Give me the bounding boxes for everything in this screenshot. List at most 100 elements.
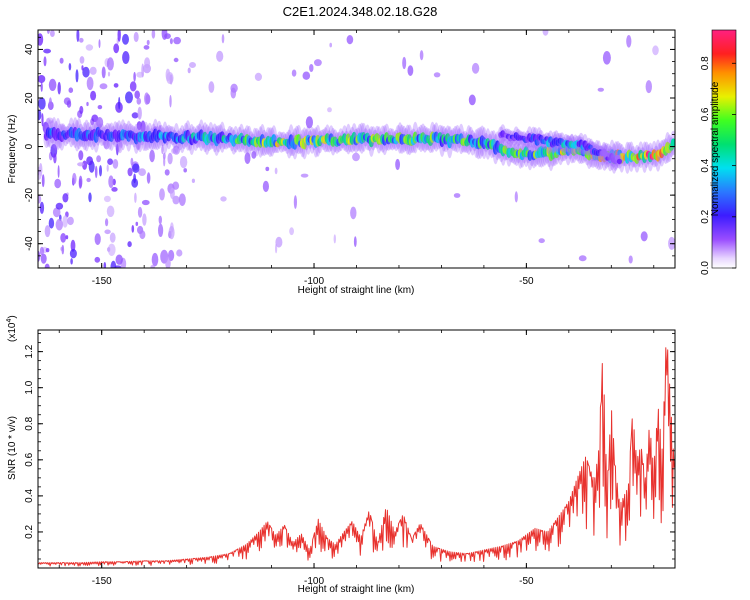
heatmap-noise-blob	[208, 81, 215, 93]
heatmap-noise-blob	[82, 66, 90, 78]
heatmap-noise-blob	[110, 260, 117, 268]
heatmap-noise-blob	[107, 71, 111, 77]
heatmap-noise-blob	[289, 227, 294, 236]
heatmap-noise-blob	[61, 244, 65, 255]
x-tick-label: -50	[519, 276, 534, 287]
x-tick-label: -50	[519, 576, 534, 587]
heatmap-noise-blob	[210, 141, 214, 146]
heatmap-noise-blob	[138, 168, 147, 177]
colorbar-label: Normalized spectral amplitude	[710, 81, 721, 216]
heatmap-noise-blob	[146, 172, 151, 184]
snr-y-ticks: 0.2 0.4 0.6 0.8 1.0 1.2	[24, 333, 675, 569]
heatmap-noise-blob	[103, 195, 111, 203]
heatmap-noise-blob	[137, 206, 143, 218]
heatmap-noise-blob	[230, 83, 238, 93]
heatmap-noise-blob	[86, 101, 89, 107]
heatmap-noise-blob	[113, 43, 120, 54]
heatmap-x-ticks: -150 -100 -50	[58, 30, 655, 287]
heatmap-noise-blob	[130, 157, 134, 166]
heatmap-ridge	[188, 124, 195, 155]
heatmap-noise-blob	[60, 233, 67, 243]
heatmap-noise-blob	[300, 173, 309, 178]
y-tick-label: 0.4	[24, 488, 35, 502]
heatmap-ridge	[670, 130, 675, 156]
heatmap-noise-blob	[46, 30, 50, 34]
heatmap-noise-blob	[419, 50, 424, 61]
heatmap-noise-blob	[86, 177, 91, 183]
y-tick-label: 1.0	[24, 380, 35, 394]
heatmap-noise-blob	[146, 39, 150, 46]
heatmap-noise-blob	[99, 83, 108, 90]
heatmap-noise-blob	[57, 81, 61, 95]
snr-x-ticks: -150 -100 -50	[58, 330, 655, 587]
heatmap-noise-blob	[329, 42, 333, 48]
heatmap-noise-blob	[133, 31, 139, 43]
heatmap-noise-blob	[70, 239, 76, 252]
heatmap-noise-blob	[151, 30, 156, 39]
heatmap-noise-blob	[115, 254, 123, 265]
heatmap-noise-blob	[65, 235, 69, 240]
heatmap-noise-blob	[57, 165, 60, 178]
heatmap-noise-blob	[158, 223, 164, 237]
heatmap-noise-blob	[86, 76, 94, 91]
heatmap-noise-blob	[179, 156, 188, 169]
heatmap-noise-blob	[38, 194, 42, 204]
y-tick-label: 1.2	[24, 344, 35, 358]
heatmap-noise-blob	[40, 253, 47, 264]
heatmap-noise-blob	[254, 72, 262, 81]
heatmap-noise-blob	[640, 231, 648, 242]
heatmap-noise-blob	[44, 263, 50, 268]
heatmap-noise-blob	[172, 145, 180, 155]
heatmap-noise-blob	[114, 265, 122, 268]
heatmap-noise-blob	[72, 172, 77, 185]
heatmap-noise-blob	[178, 193, 186, 206]
heatmap-noise-blob	[305, 116, 313, 129]
heatmap-noise-blob	[395, 158, 400, 171]
heatmap-noise-blob	[76, 30, 80, 42]
heatmap-noise-blob	[309, 64, 314, 72]
heatmap-noise-blob	[52, 207, 61, 218]
heatmap-noise-blob	[78, 150, 84, 161]
snr-y-axis-label: SNR (10 * v/v)	[7, 416, 18, 480]
heatmap-noise-blob	[333, 234, 336, 244]
heatmap-noise-blob	[44, 225, 51, 238]
heatmap-noise-blob	[69, 248, 77, 259]
heatmap-noise-blob	[471, 62, 480, 74]
heatmap-noise-blob	[626, 35, 632, 48]
y-tick-label: 20	[24, 92, 35, 104]
heatmap-noise-blob	[82, 160, 88, 170]
heatmap-noise-blob	[112, 159, 119, 169]
heatmap-noise-blob	[39, 246, 45, 256]
heatmap-noise-blob	[75, 69, 79, 83]
heatmap-noise-blob	[79, 105, 84, 115]
heatmap-noise-blob	[50, 30, 55, 37]
heatmap-noise-blob	[538, 238, 545, 244]
heatmap-noise-blob	[136, 97, 142, 105]
heatmap-noise-blob	[189, 62, 196, 68]
heatmap-noise-blob	[131, 112, 139, 119]
heatmap-noise-blob	[79, 37, 84, 43]
heatmap-noise-blob	[169, 95, 172, 108]
heatmap-noise-blob	[91, 114, 99, 123]
heatmap-noise-blob	[105, 218, 109, 227]
heatmap-noise-blob	[60, 123, 66, 132]
heatmap-noise-blob	[98, 39, 101, 49]
heatmap-noise-blob	[38, 166, 42, 180]
heatmap-noise-blob	[652, 45, 659, 56]
heatmap-noise-blob	[97, 105, 103, 110]
heatmap-noise-blob	[108, 175, 114, 188]
heatmap-noise-blob	[172, 181, 180, 190]
heatmap-noise-blob	[221, 34, 225, 44]
heatmap-branch	[526, 126, 533, 149]
snr-series-line	[38, 347, 675, 567]
heatmap-noise-blob	[302, 71, 311, 80]
heatmap-noise-blob	[353, 236, 357, 248]
heatmap-noise-blob	[48, 97, 53, 110]
heatmap-noise-blob	[265, 166, 270, 172]
heatmap-noise-blob	[62, 215, 68, 228]
heatmap-noise-blob	[164, 169, 170, 176]
heatmap-noise-blob	[168, 226, 175, 240]
heatmap-noise-blob	[40, 82, 43, 92]
colorbar: 0.0 0.2 0.4 0.6 0.8 Normalized spectral ampl…	[700, 29, 737, 275]
